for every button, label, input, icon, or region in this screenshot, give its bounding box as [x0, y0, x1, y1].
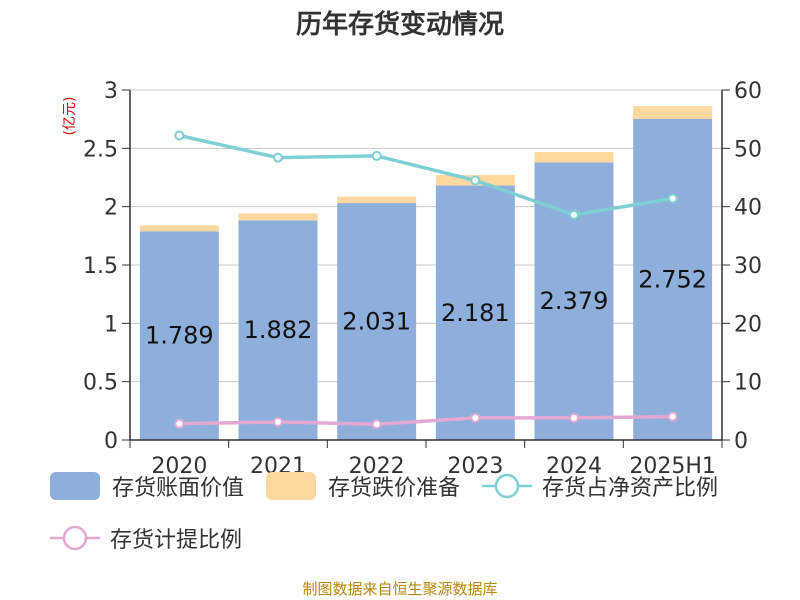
- bar-value-label: 2.379: [540, 287, 609, 315]
- x-tick-label: 2024: [546, 454, 602, 479]
- point-provision-ratio: [470, 412, 481, 423]
- y-tick-label: 2.5: [83, 137, 118, 162]
- x-tick-label: 2022: [349, 454, 405, 479]
- y2-tick-label: 10: [734, 371, 762, 396]
- bar-book-value: [139, 231, 219, 440]
- legend-item-impairment[interactable]: 存货跌价准备: [266, 470, 460, 502]
- line-net-asset-ratio: [178, 133, 673, 217]
- bar-impairment: [139, 225, 219, 232]
- y2-tick-label: 0: [734, 429, 748, 454]
- legend-label-provision-ratio: 存货计提比例: [110, 528, 243, 553]
- legend-swatch-net-asset-ratio: [482, 473, 533, 499]
- bar-value-label: 1.882: [244, 316, 313, 344]
- y2-tick-label: 30: [734, 254, 762, 279]
- y-tick-label: 3: [104, 79, 118, 104]
- legend-label-book-value: 存货账面价值: [112, 476, 245, 501]
- y2-tick-label: 60: [734, 79, 762, 104]
- legend-item-net-asset-ratio[interactable]: 存货占净资产比例: [482, 470, 718, 502]
- bar-impairment: [534, 151, 614, 163]
- bar-book-value: [435, 185, 515, 440]
- bar-book-value: [633, 118, 713, 440]
- bar-series: 1.789 1.882 2.031 2.181 2.379 2.752: [139, 106, 713, 440]
- y2-tick-label: 50: [734, 137, 762, 162]
- point-net-asset-ratio: [470, 175, 481, 186]
- bar-value-label: 1.789: [145, 322, 214, 350]
- point-net-asset-ratio: [569, 209, 579, 220]
- legend-swatch-impairment: [266, 472, 317, 500]
- y2-tick-label: 20: [734, 312, 762, 337]
- point-provision-ratio: [174, 418, 185, 429]
- y-axis-label: (亿元): [62, 97, 78, 136]
- x-tick-label: 2020: [151, 454, 207, 479]
- line-series: [174, 130, 678, 430]
- y-tick-label: 2: [104, 196, 118, 221]
- y2-tick-label: 40: [734, 196, 762, 221]
- point-net-asset-ratio: [667, 193, 678, 204]
- bar-value-label: 2.752: [638, 265, 707, 293]
- point-net-asset-ratio: [273, 152, 283, 163]
- legend-label-impairment: 存货跌价准备: [328, 476, 461, 501]
- y-tick-label: 1.5: [83, 254, 118, 279]
- bar-impairment: [337, 196, 417, 204]
- y-tick-label: 1: [104, 312, 118, 337]
- bar-value-label: 2.181: [441, 299, 510, 327]
- x-tick-label: 2023: [447, 454, 503, 479]
- point-net-asset-ratio: [174, 130, 185, 141]
- point-provision-ratio: [667, 411, 678, 422]
- source-note: 制图数据来自恒生聚源数据库: [302, 580, 498, 598]
- chart-title: 历年存货变动情况: [296, 9, 504, 40]
- x-tick-label: 2025H1: [629, 454, 716, 479]
- line-provision-ratio: [179, 414, 673, 426]
- bar-book-value: [337, 203, 417, 440]
- bar-impairment: [238, 213, 318, 221]
- point-provision-ratio: [273, 416, 283, 427]
- legend-item-provision-ratio[interactable]: 存货计提比例: [50, 522, 242, 554]
- legend-swatch-book-value: [50, 472, 100, 500]
- point-provision-ratio: [569, 412, 579, 423]
- bar-impairment: [633, 106, 713, 119]
- legend-item-book-value[interactable]: 存货账面价值: [50, 470, 244, 502]
- legend-swatch-provision-ratio: [50, 525, 100, 551]
- bar-book-value: [238, 220, 318, 440]
- point-net-asset-ratio: [371, 150, 382, 161]
- y-tick-label: 0.5: [83, 371, 118, 396]
- y-tick-label: 0: [104, 429, 118, 454]
- bar-value-label: 2.031: [342, 308, 411, 336]
- legend-label-net-asset-ratio: 存货占净资产比例: [542, 476, 719, 501]
- point-provision-ratio: [371, 419, 382, 430]
